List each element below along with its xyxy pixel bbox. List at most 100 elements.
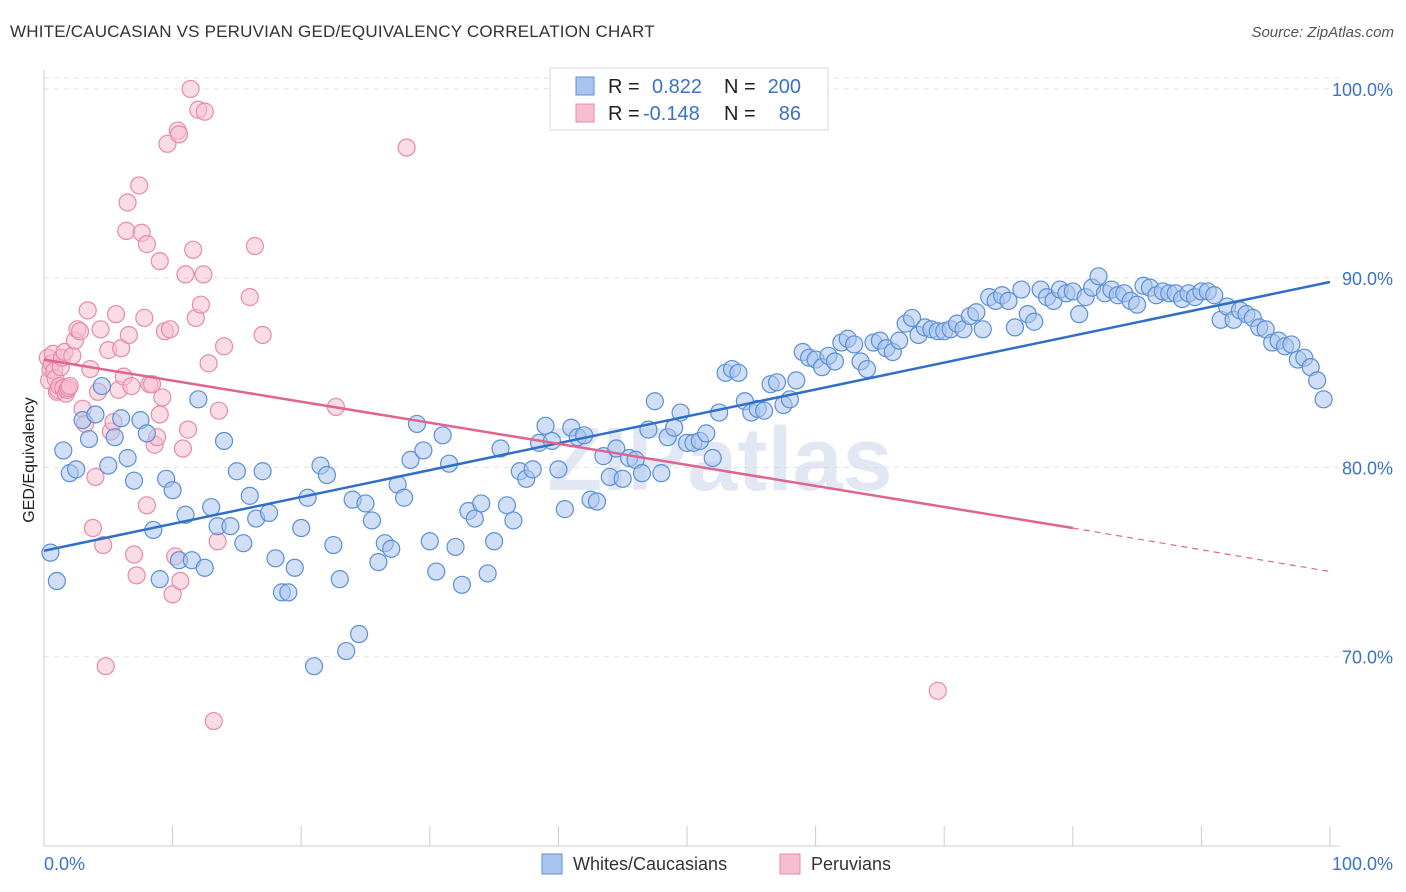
point-whites	[285, 558, 304, 577]
point-whites	[465, 509, 484, 528]
trend-line-peruvians-extension	[1072, 527, 1331, 573]
point-whites	[825, 352, 844, 371]
point-whites	[478, 564, 497, 583]
point-whites	[999, 291, 1018, 311]
point-peruvians	[135, 308, 154, 328]
point-peruvians	[117, 221, 136, 240]
point-whites	[1089, 267, 1108, 286]
point-whites	[536, 416, 555, 435]
point-whites	[118, 448, 137, 468]
legend-n-value-blue: 200	[768, 76, 801, 98]
y-tick-label: 80.0%	[1342, 458, 1393, 478]
point-whites	[902, 308, 922, 328]
point-peruvians	[124, 545, 144, 564]
point-peruvians	[184, 240, 203, 259]
point-whites	[1070, 305, 1089, 324]
point-whites	[227, 462, 246, 481]
point-peruvians	[94, 535, 113, 555]
point-whites	[446, 537, 465, 557]
point-whites	[523, 460, 542, 479]
legend-r-label-pink: R =	[608, 103, 640, 125]
top-legend: R = 0.822 N = 200 R = -0.148 N = 86	[549, 67, 829, 131]
point-whites	[105, 428, 124, 447]
point-whites	[755, 401, 774, 420]
point-whites	[697, 424, 716, 443]
point-whites	[304, 657, 324, 676]
point-whites	[124, 471, 144, 490]
point-whites	[1314, 390, 1333, 409]
point-whites	[150, 570, 169, 589]
bottom-legend: Whites/Caucasians Peruvians	[541, 853, 891, 875]
bottom-legend-swatch-blue	[541, 853, 563, 875]
point-whites	[472, 494, 491, 513]
point-whites	[485, 532, 504, 551]
point-whites	[195, 558, 214, 577]
x-tick-label-min: 0.0%	[44, 854, 85, 874]
point-whites	[266, 549, 285, 568]
point-whites	[356, 494, 375, 513]
legend-swatch-blue	[575, 76, 595, 96]
point-peruvians	[191, 295, 210, 314]
point-whites	[575, 426, 594, 445]
point-whites	[973, 320, 992, 339]
point-whites	[587, 492, 607, 511]
bottom-legend-label-blue: Whites/Caucasians	[573, 854, 727, 874]
chart-axes	[43, 70, 1340, 847]
legend-n-label-pink: N =	[724, 103, 756, 125]
point-peruvians	[78, 301, 97, 320]
point-peruvians	[86, 467, 105, 487]
point-peruvians	[176, 265, 195, 284]
point-peruvians	[173, 439, 192, 458]
point-whites	[324, 535, 343, 555]
point-whites	[259, 503, 279, 522]
point-peruvians	[137, 496, 156, 515]
chart-source: Source: ZipAtlas.com	[1251, 24, 1394, 41]
point-whites	[1282, 335, 1301, 354]
point-peruvians	[169, 125, 189, 144]
point-whites	[382, 539, 401, 558]
bottom-legend-swatch-pink	[779, 853, 801, 875]
x-tick-label-max: 100.0%	[1332, 854, 1393, 874]
legend-swatch-pink	[575, 103, 595, 123]
series-peruvians	[38, 79, 947, 731]
point-peruvians	[137, 235, 156, 254]
point-whites	[890, 331, 909, 350]
point-whites	[845, 335, 864, 354]
chart-title: WHITE/CAUCASIAN VS PERUVIAN GED/EQUIVALE…	[10, 22, 655, 41]
point-whites	[613, 469, 632, 488]
point-peruvians	[60, 376, 79, 396]
point-whites	[234, 534, 253, 553]
point-whites	[491, 439, 510, 458]
chart-grid	[44, 77, 1340, 658]
point-whites	[54, 441, 73, 460]
point-whites	[292, 518, 311, 538]
point-peruvians	[150, 252, 169, 271]
y-tick-label: 100.0%	[1332, 80, 1393, 100]
point-whites	[221, 517, 240, 536]
point-whites	[549, 460, 568, 479]
y-tick-labels: 70.0% 80.0% 90.0% 100.0%	[1332, 80, 1393, 668]
point-peruvians	[178, 420, 198, 439]
point-whites	[112, 409, 131, 428]
point-whites	[279, 583, 298, 602]
point-whites	[767, 373, 787, 392]
point-whites	[1308, 371, 1327, 390]
point-whites	[253, 462, 272, 481]
point-whites	[163, 481, 182, 500]
point-peruvians	[181, 79, 200, 99]
point-peruvians	[928, 681, 947, 700]
point-whites	[137, 424, 156, 443]
point-whites	[1127, 295, 1147, 314]
point-whites	[67, 460, 86, 479]
point-whites	[665, 418, 684, 437]
point-peruvians	[160, 320, 180, 339]
point-whites	[632, 464, 652, 483]
y-axis-label: GED/Equivalency	[21, 397, 38, 522]
y-tick-label: 90.0%	[1342, 269, 1393, 289]
point-peruvians	[397, 138, 416, 157]
point-peruvians	[214, 337, 234, 356]
y-tick-label: 70.0%	[1342, 648, 1393, 668]
legend-n-label-blue: N =	[724, 76, 756, 98]
point-whites	[214, 431, 234, 451]
point-peruvians	[63, 346, 82, 365]
